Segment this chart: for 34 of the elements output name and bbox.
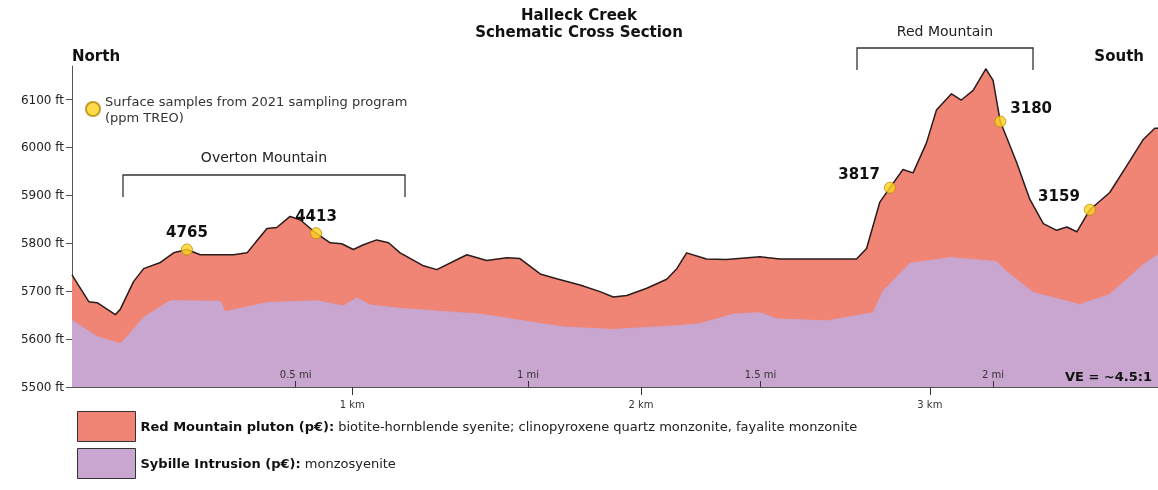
annotation: 3180	[1010, 99, 1053, 118]
x-tick-label: 2 km	[628, 398, 654, 410]
y-tick-label: 6000 ft	[20, 140, 65, 155]
point	[180, 243, 193, 256]
y-tick-label: 5500 ft	[20, 380, 65, 394]
legend-label: Sybille Intrusion (p€): monzosyenite	[140, 456, 396, 471]
annotation: 3159	[1038, 187, 1080, 206]
x2-tick-label: 1.5 mi	[744, 368, 777, 380]
x-tick-label: 3 km	[917, 398, 943, 410]
chart-subtitle: Schematic Cross Section	[475, 22, 683, 41]
point	[310, 227, 323, 240]
point	[994, 115, 1007, 128]
annotation: VE = ~4.5:1	[1064, 369, 1153, 384]
annotation: Overton Mountain	[200, 149, 328, 165]
x2-tick-label: 1 mi	[517, 368, 540, 380]
annotation: 4413	[295, 206, 337, 225]
text: Red Mountain	[896, 23, 994, 39]
x-tick-label: 1 km	[339, 398, 365, 410]
y-tick-label: 6100 ft	[20, 92, 65, 107]
y-tick-label: 5800 ft	[20, 236, 65, 251]
chart-title: Halleck Creek	[521, 5, 638, 24]
legend-label: Surface samples from 2021 sampling program (ppm TREO)	[105, 93, 412, 125]
y-tick-label: 5700 ft	[20, 284, 65, 299]
x2-tick-label: 0.5 mi	[279, 368, 312, 380]
y-tick-label: 5900 ft	[20, 188, 65, 203]
point	[883, 181, 896, 194]
point	[1083, 203, 1096, 216]
x2-tick-label: 2 mi	[981, 368, 1004, 380]
legend-label: Red Mountain pluton (p€): biotite-hornblende syenite; clinopyroxene quartz monzonite, fayalite monzonite	[140, 419, 858, 434]
text: South	[1094, 46, 1144, 65]
y-tick-label: 5600 ft	[20, 332, 65, 347]
annotation: 4765	[166, 223, 208, 241]
text: North	[72, 46, 121, 65]
annotation: 3817	[838, 165, 880, 184]
